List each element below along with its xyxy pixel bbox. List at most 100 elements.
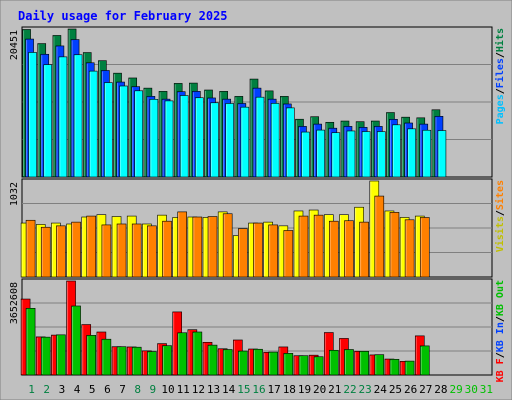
- bar-kb-out-day-6: [101, 338, 112, 376]
- bar-kb-out-day-7: [116, 346, 127, 376]
- bar-kb-out-day-13: [207, 344, 218, 376]
- bar-sites-day-4: [71, 221, 81, 278]
- bar-kb-out-day-19: [298, 355, 309, 376]
- bar-pages-day-5: [88, 70, 98, 178]
- day-label: 10: [161, 383, 174, 396]
- bar-kb-out-day-4: [71, 305, 81, 376]
- legend-entry: KB F: [495, 358, 506, 382]
- bar-sites-day-25: [389, 212, 400, 278]
- bar-kb-out-day-27: [419, 345, 430, 376]
- day-label: 20: [313, 383, 326, 396]
- day-label: 14: [222, 383, 236, 396]
- bar-sites-day-15: [238, 228, 248, 278]
- bar-kb-out-day-16: [253, 348, 263, 376]
- bar-pages-day-28: [437, 130, 447, 178]
- day-label: 17: [268, 383, 281, 396]
- bar-pages-day-9: [149, 99, 159, 178]
- bar-sites-day-19: [298, 215, 309, 278]
- bar-pages-day-23: [361, 131, 371, 178]
- bar-sites-day-20: [313, 214, 324, 278]
- bar-kb-out-day-20: [313, 356, 324, 376]
- bar-sites-day-24: [374, 195, 385, 278]
- day-label: 13: [207, 383, 220, 396]
- bar-sites-day-18: [283, 230, 294, 278]
- legend-entry: /: [495, 316, 506, 322]
- bar-sites-day-13: [207, 216, 218, 278]
- bar-pages-day-21: [331, 132, 341, 178]
- bar-sites-day-17: [268, 224, 278, 278]
- day-label: 1: [28, 383, 35, 396]
- visits-sites-panel: 1032 Visits/Sites: [9, 178, 506, 278]
- legend-entry: /: [495, 52, 506, 58]
- bar-pages-day-18: [286, 107, 295, 178]
- bar-kb-out-day-14: [222, 349, 233, 376]
- chart-title: Daily usage for February 2025: [18, 9, 228, 23]
- bar-pages-day-1: [28, 52, 37, 178]
- day-label: 26: [404, 383, 417, 396]
- bar-kb-out-day-15: [238, 350, 248, 376]
- legend: Pages/Files/Hits: [494, 28, 506, 124]
- day-label: 21: [328, 383, 341, 396]
- legend: KB F/KB In/KB Out: [495, 280, 506, 382]
- bar-kb-out-day-3: [56, 334, 66, 376]
- bar-kb-out-day-17: [268, 351, 278, 376]
- bar-kb-out-day-26: [404, 360, 415, 376]
- bar-kb-out-day-18: [283, 353, 294, 376]
- bar-pages-day-10: [164, 100, 174, 178]
- bar-kb-out-day-11: [177, 332, 187, 376]
- legend-entry: Visits: [494, 216, 506, 252]
- bar-sites-day-6: [101, 224, 112, 278]
- bar-sites-day-16: [253, 222, 263, 278]
- bar-sites-day-3: [56, 225, 66, 278]
- bar-sites-day-26: [404, 219, 415, 278]
- y-max-label: 20451: [9, 30, 20, 60]
- bar-pages-day-7: [119, 85, 128, 178]
- legend-entry: Sites: [494, 180, 506, 210]
- day-label: 11: [177, 383, 190, 396]
- bar-pages-day-2: [43, 64, 53, 178]
- bar-sites-day-9: [147, 225, 157, 278]
- day-label: 4: [74, 383, 81, 396]
- bar-kb-out-day-24: [374, 354, 385, 376]
- bar-pages-day-20: [316, 129, 325, 178]
- legend-entry: KB In: [495, 322, 506, 352]
- y-max-label: 1032: [9, 182, 20, 206]
- bar-kb-out-day-9: [147, 351, 157, 376]
- bar-sites-day-7: [116, 223, 127, 278]
- day-label: 16: [252, 383, 265, 396]
- bar-pages-day-11: [179, 95, 189, 178]
- bar-sites-day-27: [419, 217, 430, 278]
- day-label: 24: [374, 383, 388, 396]
- day-label: 29: [449, 383, 462, 396]
- day-axis: 1 2 3 4 5 6 7 8 9 10 11 12 13 14 15 16 17 18 19 20 21 22 23 24 2…: [28, 383, 493, 396]
- bar-pages-day-19: [301, 131, 310, 178]
- day-label: 15: [237, 383, 250, 396]
- bar-pages-day-8: [134, 90, 144, 178]
- day-label: 22: [343, 383, 356, 396]
- bar-sites-day-1: [25, 219, 36, 278]
- bar-kb-out-day-25: [389, 358, 400, 376]
- day-label: 8: [134, 383, 141, 396]
- day-label: 23: [359, 383, 372, 396]
- bar-pages-day-17: [270, 103, 280, 178]
- bar-sites-day-10: [162, 220, 172, 278]
- day-label: 2: [43, 383, 50, 396]
- legend-entry: Hits: [494, 28, 506, 52]
- bar-kb-out-day-22: [344, 349, 354, 376]
- bar-sites-day-12: [192, 216, 203, 278]
- legend: Visits/Sites: [494, 180, 506, 252]
- bar-pages-day-14: [225, 103, 234, 178]
- bar-sites-day-22: [344, 220, 354, 278]
- bar-kb-out-day-21: [329, 349, 339, 376]
- legend-entry: /: [495, 88, 506, 94]
- bar-sites-day-21: [329, 220, 339, 278]
- legend-entry: KB Out: [495, 280, 506, 316]
- day-label: 30: [465, 383, 478, 396]
- bar-kb-out-day-12: [192, 331, 203, 376]
- legend-entry: Files: [494, 58, 506, 88]
- bar-kb-out-day-2: [40, 336, 51, 376]
- legend-entry: Pages: [495, 94, 506, 124]
